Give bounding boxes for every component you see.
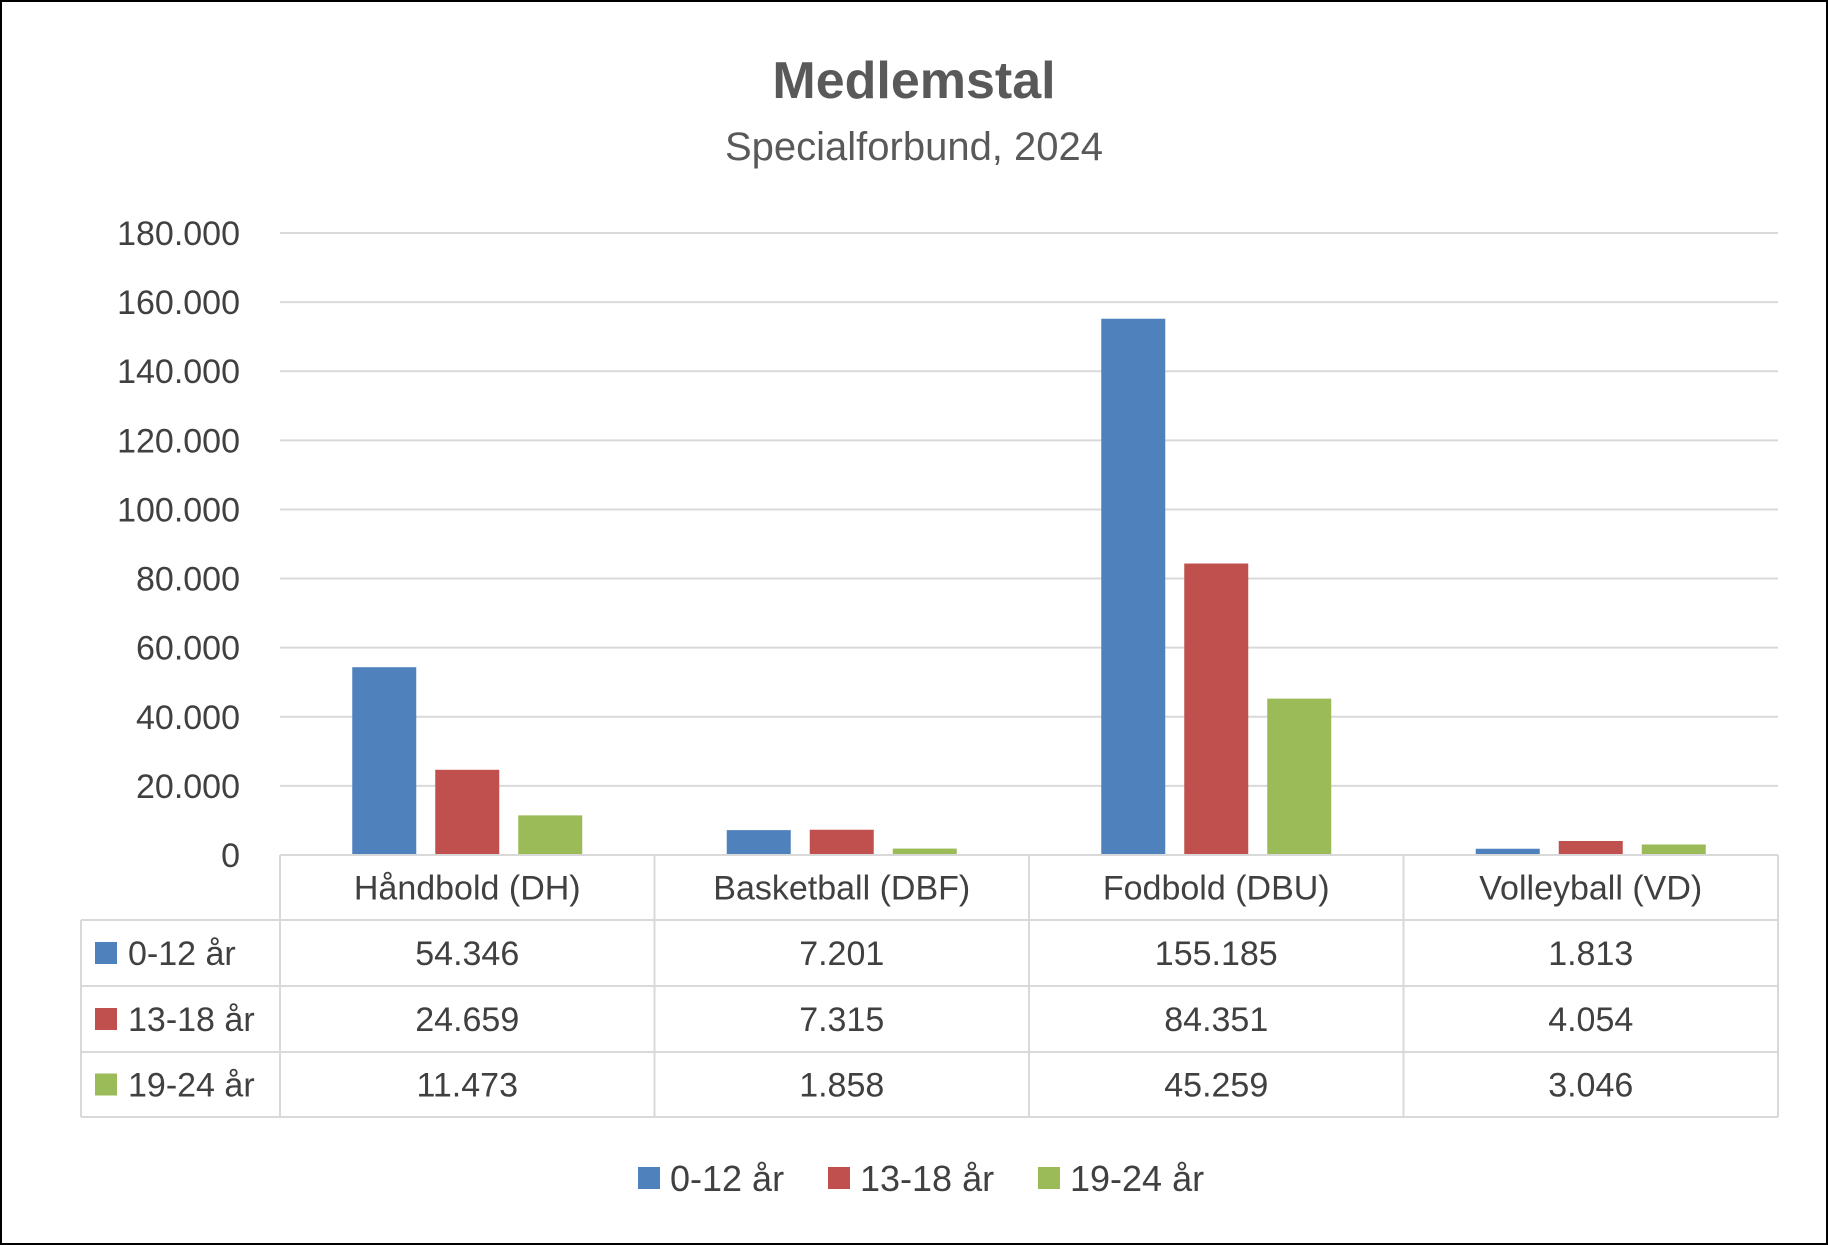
- bar: [1641, 844, 1706, 855]
- legend-label: 0-12 år: [670, 1158, 784, 1199]
- table-legend-swatch: [95, 1073, 117, 1096]
- y-axis-ticks: 0 20.000 40.000 60.000 80.000 100.000 120.000 1…: [117, 215, 240, 875]
- data-label: 11.473: [417, 1067, 518, 1105]
- table-legend-swatch: [95, 942, 117, 964]
- bar: [518, 815, 583, 855]
- bar: [1184, 563, 1249, 855]
- y-tick-label: 0: [221, 837, 240, 875]
- table-row-label: 13-18 år: [128, 1001, 255, 1039]
- bars: [352, 318, 1706, 855]
- bar: [1558, 840, 1623, 855]
- data-label: 7.315: [799, 1001, 884, 1039]
- y-tick-label: 140.000: [117, 353, 240, 391]
- category-label: Håndbold (DH): [354, 870, 581, 908]
- data-label: 54.346: [415, 935, 519, 973]
- data-label: 4.054: [1548, 1001, 1633, 1039]
- y-tick-label: 60.000: [136, 630, 240, 668]
- bar: [1267, 698, 1332, 855]
- bar: [1475, 848, 1540, 855]
- legend: 0-12 år 13-18 år 19-24 år: [638, 1158, 1204, 1199]
- bar: [435, 769, 500, 855]
- bar: [726, 830, 791, 855]
- table-row-label: 0-12 år: [128, 935, 236, 973]
- chart-title: Medlemstal: [772, 52, 1055, 110]
- legend-swatch: [828, 1167, 850, 1189]
- data-label: 1.858: [799, 1067, 884, 1105]
- y-tick-label: 180.000: [117, 215, 240, 253]
- category-label: Basketball (DBF): [713, 870, 970, 908]
- data-label: 3.046: [1548, 1067, 1633, 1105]
- table-row-label: 19-24 år: [128, 1067, 255, 1105]
- bar: [892, 848, 957, 855]
- table-legend-swatch: [95, 1008, 117, 1030]
- legend-swatch: [638, 1167, 660, 1189]
- data-label: 45.259: [1164, 1067, 1268, 1105]
- chart-subtitle: Specialforbund, 2024: [725, 125, 1103, 169]
- category-label: Volleyball (VD): [1479, 870, 1702, 908]
- data-label: 7.201: [799, 935, 884, 973]
- y-tick-label: 80.000: [136, 561, 240, 599]
- data-label: 1.813: [1548, 935, 1633, 973]
- legend-swatch: [1038, 1167, 1060, 1189]
- bar: [809, 829, 874, 855]
- data-label: 155.185: [1155, 935, 1278, 973]
- legend-label: 13-18 år: [860, 1158, 994, 1199]
- y-tick-label: 100.000: [117, 491, 240, 529]
- data-label: 24.659: [415, 1001, 519, 1039]
- y-tick-label: 40.000: [136, 699, 240, 737]
- gridlines: [280, 232, 1778, 787]
- data-table: Håndbold (DH) Basketball (DBF) Fodbold (DB…: [80, 854, 1779, 1118]
- y-tick-label: 120.000: [117, 422, 240, 460]
- data-label: 84.351: [1164, 1001, 1268, 1039]
- y-tick-label: 160.000: [117, 284, 240, 322]
- y-tick-label: 20.000: [136, 768, 240, 806]
- category-label: Fodbold (DBU): [1103, 870, 1330, 908]
- legend-label: 19-24 år: [1070, 1158, 1204, 1199]
- bar: [1101, 318, 1166, 855]
- bar: [352, 667, 417, 855]
